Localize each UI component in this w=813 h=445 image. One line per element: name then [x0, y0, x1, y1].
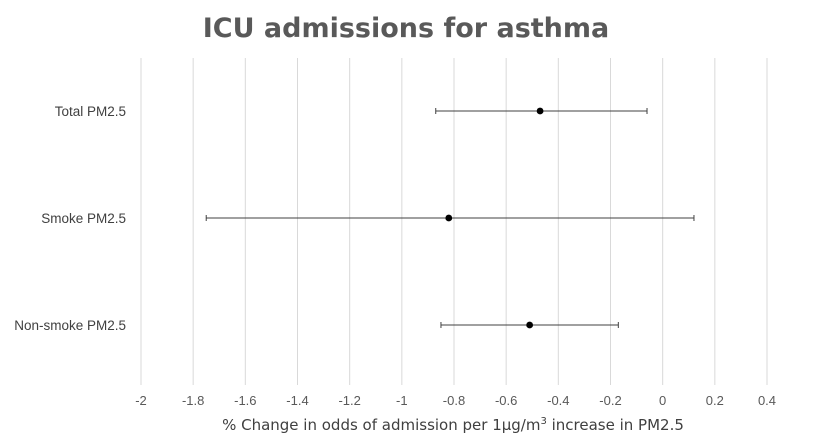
- x-tick-label: -1.8: [182, 393, 204, 408]
- x-axis-label: % Change in odds of admission per 1µg/m3…: [222, 416, 684, 434]
- point-estimate: [536, 107, 544, 115]
- gridlines: [140, 58, 768, 385]
- x-tick-label: -0.8: [443, 393, 465, 408]
- chart-title: ICU admissions for asthma: [203, 13, 610, 44]
- point-estimate: [445, 214, 453, 222]
- x-tick-label: 0.4: [758, 393, 776, 408]
- x-axis-label-tail: increase in PM2.5: [547, 416, 684, 434]
- x-tick-label: -0.6: [495, 393, 517, 408]
- x-tick-label: -0.4: [547, 393, 569, 408]
- point-estimate: [526, 321, 534, 329]
- x-tick-label: -1: [396, 393, 408, 408]
- x-tick-label: 0: [659, 393, 666, 408]
- x-tick-label: -2: [135, 393, 147, 408]
- point-estimates: [445, 107, 544, 329]
- x-tick-label: 0.2: [706, 393, 724, 408]
- x-tick-label: -1.6: [234, 393, 256, 408]
- category-label: Non-smoke PM2.5: [14, 318, 126, 333]
- x-tick-labels: -2 -1.8 -1.6 -1.4 -1.2 -1 -0.8 -0.6 -0.4 -0.2 0 0.2…: [135, 393, 776, 408]
- x-axis-label-main: % Change in odds of admission per 1µg/m: [222, 416, 540, 434]
- x-tick-label: -1.2: [338, 393, 360, 408]
- x-tick-label: -1.4: [286, 393, 308, 408]
- category-labels: Total PM2.5 Smoke PM2.5 Non-smoke PM2.5: [14, 104, 126, 333]
- x-axis-label-superscript: 3: [540, 416, 546, 427]
- x-tick-label: -0.2: [599, 393, 621, 408]
- category-label: Smoke PM2.5: [41, 211, 126, 226]
- category-label: Total PM2.5: [55, 104, 126, 119]
